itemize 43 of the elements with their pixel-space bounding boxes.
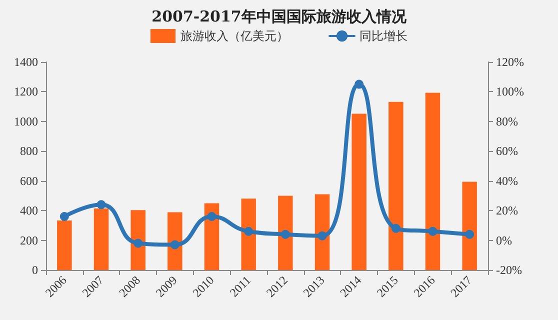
x-tick-label: 2011: [226, 273, 254, 300]
point: [465, 230, 474, 239]
point: [354, 80, 364, 89]
y-tick-label: 200: [20, 233, 38, 248]
y2-tick-label: 80%: [496, 114, 518, 128]
point: [207, 212, 216, 222]
y-tick-label: 600: [20, 174, 38, 188]
point: [391, 224, 400, 233]
bar: [57, 220, 72, 270]
bar: [388, 102, 404, 270]
y-tick-label: 800: [20, 144, 38, 158]
point: [318, 231, 327, 240]
legend-label: 旅游收入（亿美元）: [180, 29, 288, 43]
bar: [204, 203, 220, 270]
bar: [241, 198, 256, 270]
y2-tick-label: 60%: [496, 144, 518, 158]
y2-tick-label: 120%: [496, 55, 524, 69]
bar: [168, 212, 182, 270]
point: [244, 226, 254, 236]
point: [134, 238, 143, 248]
point: [60, 212, 69, 222]
bar: [462, 182, 477, 270]
y2-tick-label: 40%: [496, 174, 518, 188]
point: [280, 230, 290, 239]
y-tick-label: 1400: [14, 55, 38, 69]
y2-tick-label: -20%: [496, 263, 522, 277]
point: [428, 226, 438, 236]
y2-tick-label: 0%: [496, 233, 512, 248]
bar: [352, 114, 366, 270]
bar: [278, 196, 293, 270]
y2-tick-label: 20%: [496, 204, 518, 218]
y2-tick-label: 100%: [496, 84, 524, 99]
bar: [314, 194, 330, 270]
chart-title: 2007-2017年中国国际旅游收入情况: [152, 8, 408, 26]
y-tick-label: 1200: [14, 84, 38, 99]
y-tick-label: 0: [32, 263, 38, 277]
legend-label: 同比增长: [360, 29, 408, 43]
y-tick-label: 400: [20, 204, 38, 218]
bar: [94, 208, 109, 270]
point: [170, 240, 180, 250]
point: [96, 200, 106, 210]
bar: [425, 92, 440, 270]
y-tick-label: 1000: [14, 114, 38, 128]
